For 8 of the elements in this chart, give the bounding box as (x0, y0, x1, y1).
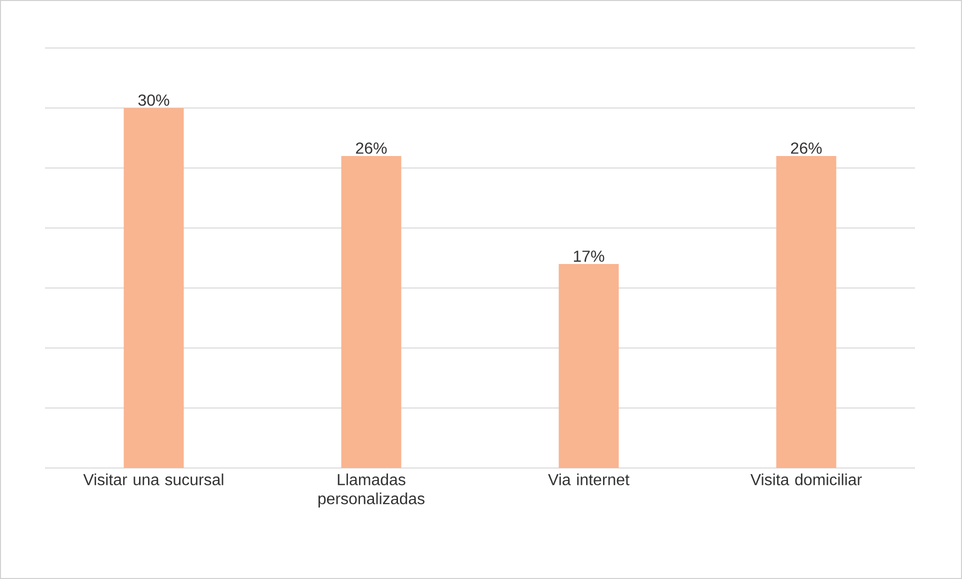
data-label: 30% (138, 94, 170, 106)
x-tick-label: Visita domiciliar (750, 474, 862, 486)
data-label: 26% (356, 142, 387, 154)
x-tick-label: Llamadas personalizadas (318, 474, 424, 508)
data-label: 26% (791, 142, 822, 154)
x-tick-label: Via internet (548, 474, 630, 486)
data-label: 17% (574, 250, 604, 262)
x-tick-label: Visitar una sucursal (83, 474, 224, 486)
